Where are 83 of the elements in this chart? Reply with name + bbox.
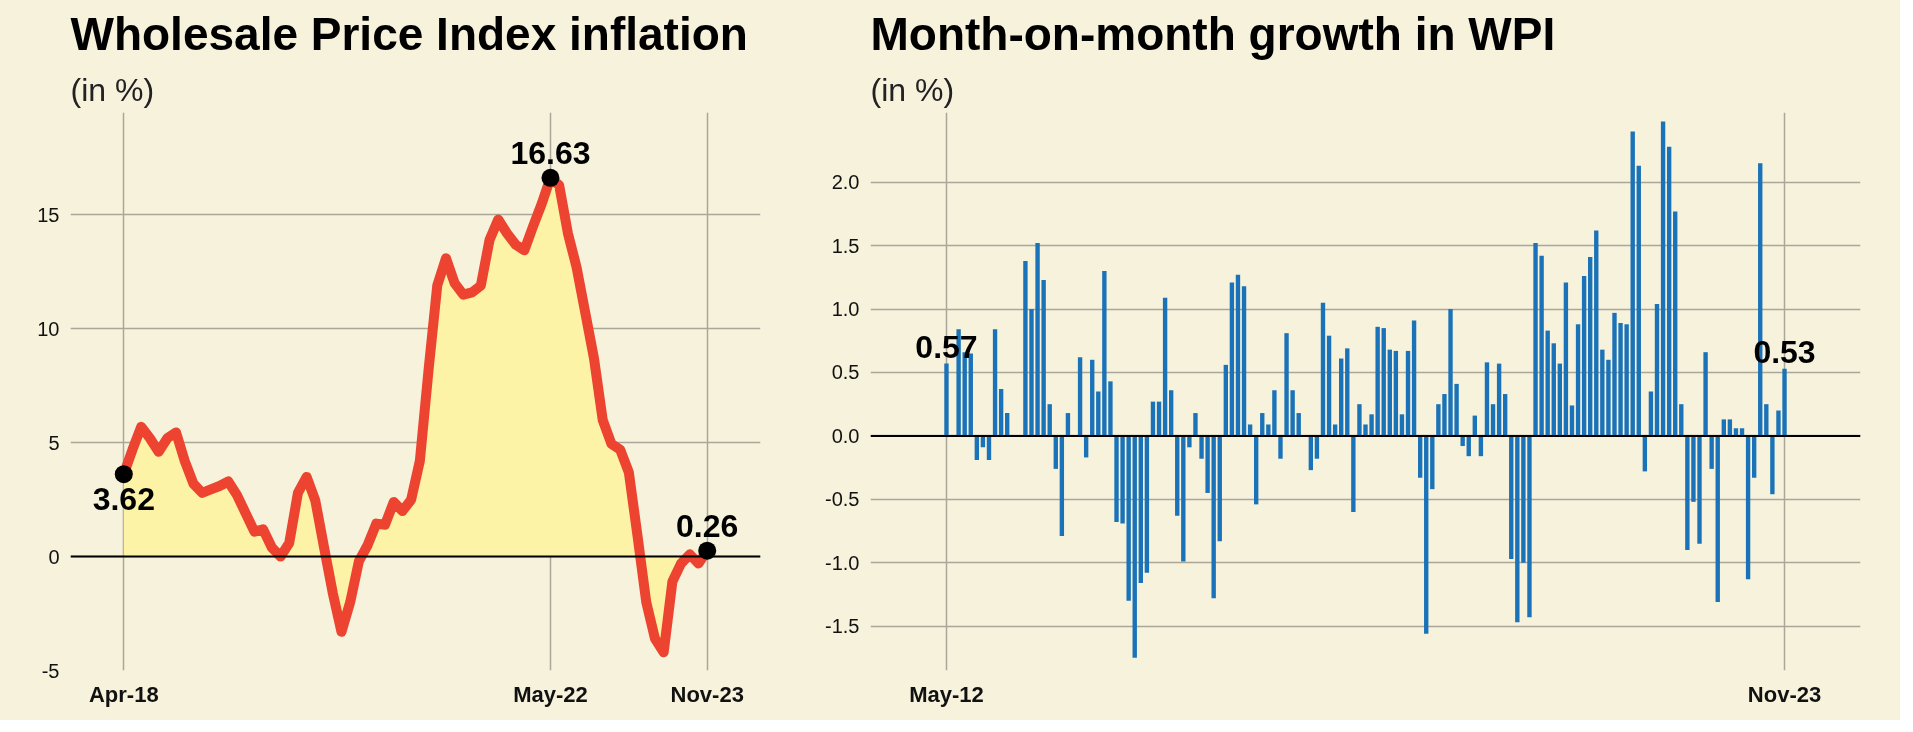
bar [1175, 435, 1180, 516]
bar [1673, 211, 1678, 436]
chart-subtitle: (in %) [870, 71, 955, 108]
y-tick-label: 0 [48, 545, 60, 568]
bar [1241, 286, 1247, 436]
bar [1326, 335, 1332, 436]
bar [1460, 435, 1465, 447]
bar [1715, 435, 1720, 603]
y-tick-label: 10 [37, 317, 60, 340]
bar [1654, 304, 1660, 436]
bar [1077, 357, 1083, 436]
bar [1709, 435, 1714, 469]
y-tick-label: -1.0 [825, 551, 860, 574]
bar [1144, 435, 1150, 573]
bar [1059, 435, 1065, 537]
bar [1588, 257, 1593, 436]
chart-title: Wholesale Price Index inflation [70, 7, 748, 60]
bar [1666, 146, 1672, 436]
x-tick-label: May-22 [513, 681, 588, 707]
bar [1594, 230, 1599, 436]
bar [1484, 362, 1490, 436]
bar [1405, 350, 1411, 436]
bar [998, 388, 1004, 436]
y-tick-label: 0.0 [831, 424, 860, 447]
y-tick-label: -1.5 [825, 615, 860, 638]
bar [1217, 435, 1222, 542]
y-tick-label: -0.5 [825, 488, 860, 511]
chart-subtitle: (in %) [70, 71, 155, 108]
x-tick-label: May-12 [909, 681, 984, 707]
bar [1235, 274, 1241, 436]
bar [1387, 349, 1392, 436]
bar [1351, 435, 1356, 512]
bar [1393, 350, 1399, 436]
y-tick-label: 5 [48, 431, 60, 454]
y-tick-label: 1.0 [831, 298, 860, 321]
y-tick-label: 1.5 [831, 234, 860, 257]
bar [1417, 435, 1423, 478]
data-label: 0.26 [676, 507, 739, 544]
bar [1569, 405, 1575, 436]
bar [1229, 282, 1235, 436]
bar [1090, 359, 1095, 436]
chart-title: Month-on-month growth in WPI [870, 7, 1556, 60]
bar [1132, 435, 1137, 658]
data-label: 16.63 [510, 134, 591, 171]
bar [1745, 435, 1751, 580]
y-tick-label: 15 [37, 203, 60, 226]
bar [1138, 435, 1143, 583]
x-tick-label: Apr-18 [88, 681, 159, 707]
bar [1557, 363, 1563, 436]
bar [1545, 330, 1550, 436]
bar [1345, 348, 1350, 436]
bar [1168, 390, 1174, 436]
bar [1563, 282, 1569, 436]
bar [1411, 320, 1417, 436]
bar [1381, 328, 1386, 436]
data-label: 3.62 [92, 481, 155, 518]
bar [1339, 358, 1344, 436]
bar [1320, 302, 1326, 436]
bar [1630, 131, 1635, 436]
bar [1509, 435, 1514, 559]
bar [1703, 352, 1708, 436]
bar [1193, 413, 1198, 436]
bar [1223, 364, 1229, 436]
bar [1496, 363, 1502, 436]
y-tick-label: -5 [41, 659, 60, 682]
y-tick-label: 2.0 [831, 171, 860, 194]
bar [992, 329, 998, 436]
x-tick-label: Nov-23 [1747, 681, 1822, 707]
bar [1751, 435, 1757, 478]
x-tick-label: Nov-23 [670, 681, 744, 707]
bar [1162, 297, 1168, 436]
bar [1581, 276, 1587, 436]
bar [1502, 394, 1508, 436]
bar [1770, 435, 1775, 495]
bar [1660, 121, 1666, 436]
bar [1254, 435, 1259, 505]
bar [1424, 435, 1429, 634]
bar [1575, 324, 1581, 436]
y-tick-label: 0.5 [831, 361, 860, 384]
bar [1278, 435, 1283, 459]
bar [1551, 343, 1556, 436]
bar [1636, 165, 1641, 436]
bar [944, 363, 949, 436]
